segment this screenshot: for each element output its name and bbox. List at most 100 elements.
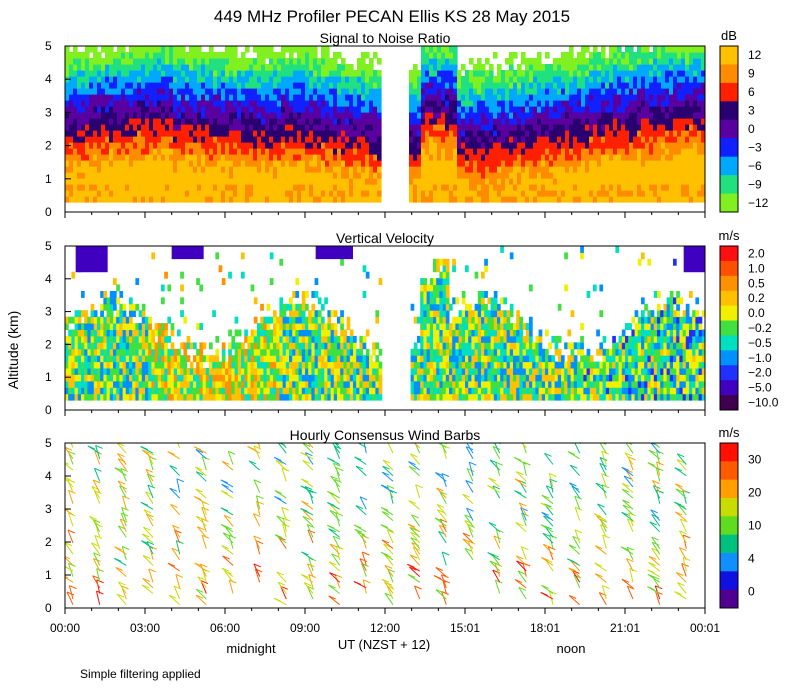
heat-cell [197, 130, 202, 137]
heat-cell [173, 130, 178, 137]
heat-cell [180, 310, 184, 318]
heat-cell [189, 118, 194, 125]
heat-cell [265, 124, 270, 131]
heat-cell [265, 172, 270, 179]
heat-cell [213, 148, 218, 155]
heat-cell [185, 100, 190, 107]
heat-cell [609, 76, 614, 83]
heat-cell [697, 94, 702, 101]
heat-cell [149, 118, 154, 125]
heat-cell [225, 178, 230, 185]
heat-cell [265, 112, 270, 119]
heat-cell [241, 52, 246, 59]
heat-cell [164, 368, 168, 375]
heat-cell [65, 136, 70, 143]
heat-cell [673, 124, 678, 131]
heat-cell [585, 94, 590, 101]
heat-cell [433, 124, 438, 131]
heat-cell [637, 190, 642, 197]
heat-cell [327, 329, 332, 337]
heat-cell [117, 142, 122, 149]
heat-cell [189, 196, 194, 203]
heat-cell [653, 82, 658, 89]
heat-cell [165, 58, 170, 65]
heat-cell [125, 112, 130, 119]
heat-cell [641, 118, 646, 125]
heat-cell [173, 76, 178, 83]
heat-cell [241, 160, 246, 167]
heat-cell [649, 64, 654, 71]
heat-cell [97, 166, 102, 173]
heat-cell [557, 178, 562, 185]
heat-cell [217, 76, 222, 83]
heat-cell [505, 190, 510, 197]
heat-cell [129, 380, 133, 388]
heat-cell [265, 148, 270, 155]
heat-cell [321, 342, 325, 350]
heat-cell [309, 112, 314, 119]
heat-cell [213, 64, 218, 71]
heat-cell [199, 380, 204, 388]
heat-cell [213, 106, 218, 113]
heat-cell [465, 190, 470, 197]
heat-cell [557, 130, 562, 137]
heat-cell [557, 118, 562, 125]
heat-cell [105, 118, 110, 125]
heat-cell [593, 196, 598, 203]
heat-cell [65, 100, 70, 107]
heat-cell [629, 52, 634, 59]
heat-cell [417, 100, 422, 107]
heat-cell [301, 130, 306, 137]
heat-cell [100, 329, 104, 337]
heat-cell [513, 154, 518, 161]
heat-cell [65, 52, 70, 59]
heat-cell [637, 70, 642, 77]
heat-cell [473, 160, 478, 167]
heat-cell [293, 64, 298, 71]
heat-cell [273, 348, 277, 356]
heat-cell [137, 142, 142, 149]
heat-cell [369, 118, 374, 125]
heat-cell [261, 88, 266, 95]
heat-cell [145, 124, 150, 131]
heat-cell [333, 342, 338, 350]
heat-cell [340, 361, 344, 369]
heat-cell [517, 136, 522, 143]
heat-cell [453, 46, 458, 53]
y-tick-label: 5 [45, 39, 52, 53]
heat-cell [493, 166, 498, 173]
heat-cell [149, 196, 154, 203]
heat-cell [327, 316, 332, 324]
heat-cell [509, 136, 514, 143]
heat-cell [433, 100, 438, 107]
heat-cell [273, 172, 278, 179]
heat-cell [161, 297, 165, 305]
heat-cell [253, 112, 258, 119]
heat-cell [453, 166, 458, 173]
heat-cell [141, 380, 146, 388]
heat-cell [601, 154, 606, 161]
heat-cell [445, 160, 450, 167]
heat-cell [533, 94, 538, 101]
heat-cell [561, 52, 566, 59]
heat-cell [553, 184, 558, 191]
heat-cell [537, 58, 542, 65]
heat-cell [693, 52, 698, 59]
heat-cell [565, 88, 570, 95]
heat-cell [449, 136, 454, 143]
heat-cell [573, 88, 578, 95]
heat-cell [557, 142, 562, 149]
heat-cell [212, 368, 216, 375]
heat-cell [81, 342, 85, 350]
heat-cell [87, 361, 92, 369]
heat-cell [541, 148, 546, 155]
heat-cell [109, 368, 114, 375]
heat-cell [77, 154, 82, 161]
heat-cell [577, 124, 582, 131]
heat-cell [353, 70, 358, 77]
heat-cell [217, 118, 222, 125]
heat-cell [109, 361, 114, 369]
heat-cell [169, 94, 174, 101]
heat-cell [228, 348, 232, 356]
heat-cell [253, 380, 258, 388]
